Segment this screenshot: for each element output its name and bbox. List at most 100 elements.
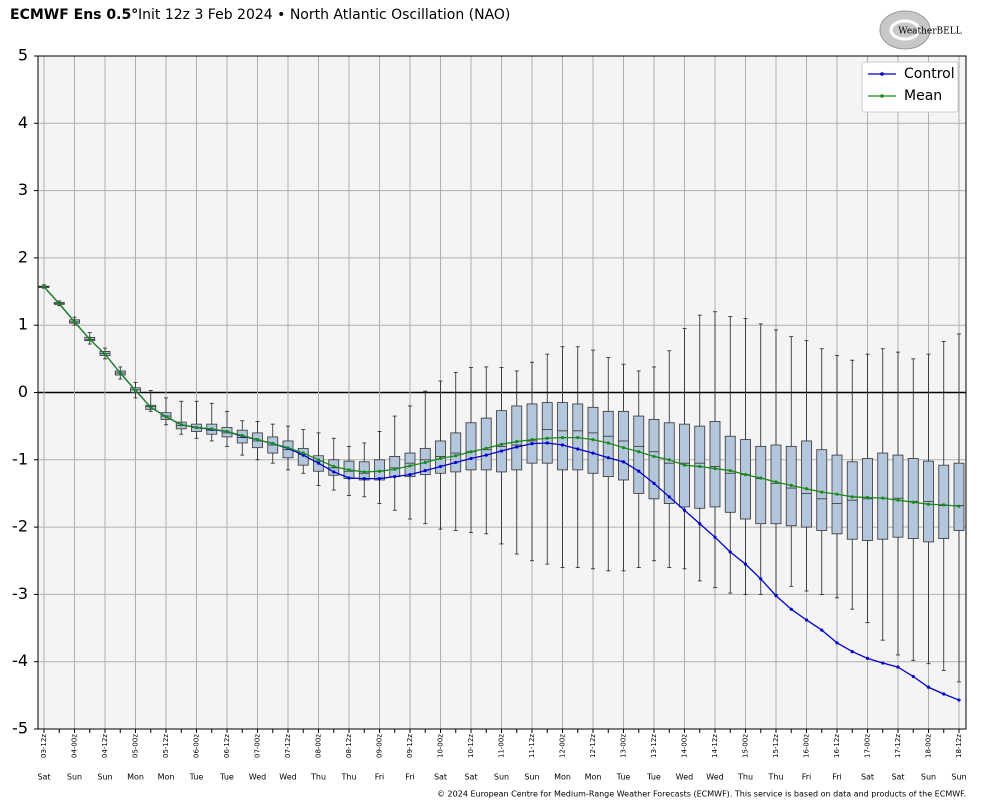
box bbox=[496, 410, 507, 473]
point bbox=[347, 468, 351, 472]
point bbox=[210, 427, 214, 431]
x-tick-label: 09-00z bbox=[376, 734, 384, 758]
day-label: Sun bbox=[97, 773, 112, 782]
x-tick-label: 09-12z bbox=[406, 734, 414, 758]
legend-label: Control bbox=[904, 66, 955, 82]
day-label: Tue bbox=[646, 773, 661, 782]
point bbox=[667, 495, 671, 499]
box bbox=[770, 444, 782, 525]
point bbox=[423, 468, 427, 473]
point bbox=[774, 594, 778, 598]
point bbox=[637, 450, 641, 454]
box bbox=[618, 410, 629, 481]
point bbox=[850, 495, 854, 499]
x-tick-label: 17-12z bbox=[894, 734, 902, 758]
box bbox=[709, 421, 721, 508]
box bbox=[816, 449, 828, 531]
point bbox=[621, 446, 626, 450]
x-tick-label: 08-12z bbox=[345, 734, 353, 758]
point bbox=[576, 447, 580, 451]
point bbox=[225, 429, 229, 434]
point bbox=[103, 352, 107, 356]
x-tick-label: 17-00z bbox=[864, 734, 872, 758]
point bbox=[484, 453, 488, 457]
day-label: Wed bbox=[676, 773, 693, 782]
day-label: Mon bbox=[127, 773, 144, 782]
day-label: Sat bbox=[37, 773, 50, 782]
x-tick-label: 15-12z bbox=[772, 734, 780, 758]
day-label: Tue bbox=[219, 773, 234, 782]
day-label: Tue bbox=[616, 773, 631, 782]
point bbox=[469, 450, 473, 454]
day-label: Mon bbox=[585, 773, 602, 782]
point bbox=[515, 440, 519, 444]
point bbox=[545, 441, 549, 445]
box bbox=[297, 447, 309, 466]
x-tick-label: 06-12z bbox=[223, 734, 231, 758]
point bbox=[164, 415, 168, 419]
point bbox=[896, 498, 900, 502]
point bbox=[454, 454, 458, 458]
y-tick-label: -3 bbox=[12, 584, 28, 603]
point bbox=[820, 628, 824, 632]
day-label: Sun bbox=[921, 773, 936, 782]
point bbox=[271, 442, 275, 446]
box bbox=[740, 439, 751, 520]
point bbox=[957, 698, 961, 702]
point bbox=[408, 464, 412, 468]
point bbox=[728, 468, 732, 473]
point bbox=[347, 476, 351, 480]
point bbox=[194, 425, 199, 430]
x-tick-label: 14-12z bbox=[711, 734, 719, 758]
point bbox=[255, 438, 260, 442]
point bbox=[57, 302, 61, 306]
point bbox=[149, 405, 153, 409]
point bbox=[576, 435, 580, 440]
point bbox=[499, 442, 504, 446]
point bbox=[896, 665, 900, 669]
point bbox=[454, 460, 458, 465]
day-label: Sun bbox=[494, 773, 509, 782]
point bbox=[682, 463, 687, 467]
logo-text: WeatherBELL bbox=[898, 27, 961, 37]
y-tick-label: 2 bbox=[18, 247, 28, 266]
point bbox=[42, 285, 46, 289]
x-tick-label: 11-00z bbox=[498, 734, 506, 758]
box bbox=[877, 452, 889, 540]
point bbox=[759, 476, 763, 480]
x-tick-label: 10-12z bbox=[467, 734, 475, 758]
point bbox=[133, 388, 138, 393]
day-label: Fri bbox=[375, 773, 385, 782]
point bbox=[606, 456, 610, 460]
day-label: Sun bbox=[951, 773, 966, 782]
box bbox=[724, 435, 736, 513]
point bbox=[957, 504, 961, 508]
point bbox=[469, 456, 473, 461]
point bbox=[835, 492, 839, 496]
legend: Control Mean bbox=[861, 61, 959, 113]
box bbox=[389, 456, 401, 478]
point bbox=[316, 458, 321, 462]
point bbox=[377, 469, 382, 473]
point bbox=[393, 475, 397, 479]
day-label: Sun bbox=[524, 773, 539, 782]
day-label: Wed bbox=[706, 773, 723, 782]
point bbox=[865, 495, 870, 500]
point bbox=[560, 443, 565, 447]
x-tick-label: 06-00z bbox=[193, 734, 201, 758]
point bbox=[713, 466, 717, 471]
day-label: Sat bbox=[464, 773, 477, 782]
day-label: Mon bbox=[158, 773, 175, 782]
point bbox=[560, 435, 565, 440]
day-label: Fri bbox=[802, 773, 812, 782]
day-label: Thu bbox=[737, 773, 753, 782]
point bbox=[743, 562, 748, 566]
box bbox=[480, 417, 492, 471]
y-tick-label: 4 bbox=[18, 113, 28, 132]
point bbox=[423, 460, 427, 465]
point bbox=[393, 467, 397, 471]
box bbox=[907, 458, 919, 539]
point bbox=[911, 674, 915, 679]
day-label: Sat bbox=[861, 773, 874, 782]
x-tick-label: 07-12z bbox=[284, 734, 292, 758]
